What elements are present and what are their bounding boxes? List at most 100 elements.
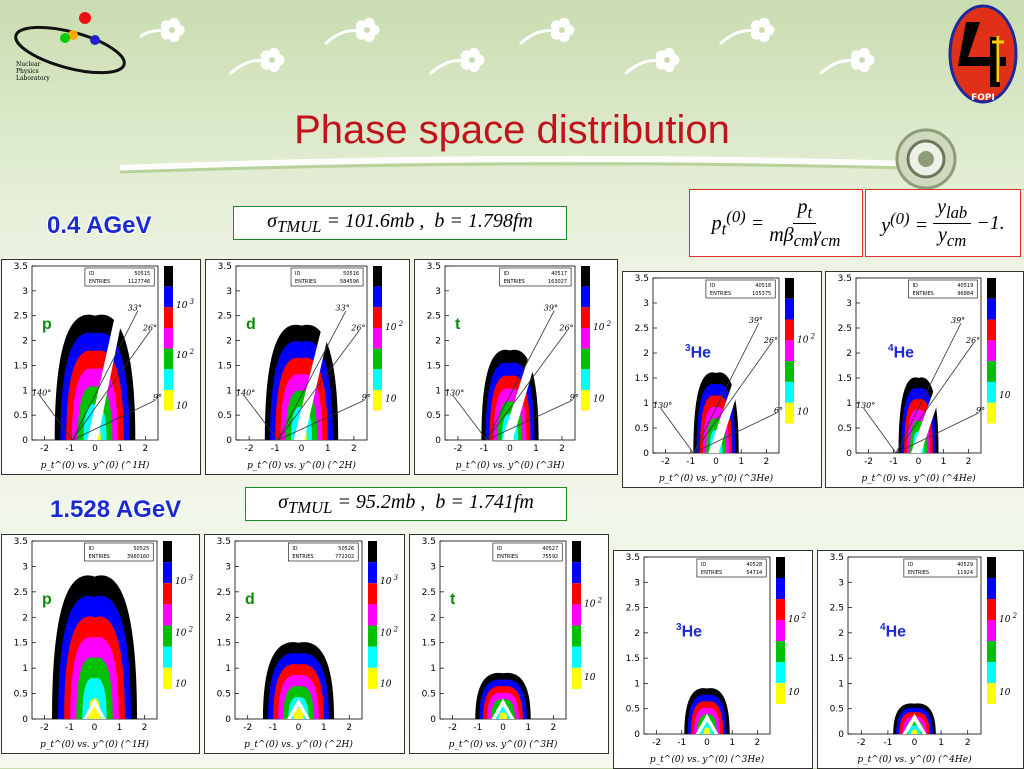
color-scale-step — [785, 298, 794, 320]
angle-label: 39° — [951, 316, 965, 325]
color-scale-label: 10 — [999, 688, 1011, 698]
x-tick-label: -2 — [40, 723, 49, 733]
particle-label: d — [245, 591, 255, 608]
fopi-logo: FOPI — [948, 4, 1018, 104]
color-scale-step — [368, 688, 377, 711]
phase-space-plot-t-low: 0 0.5 1 1.5 2 2.5 3 3.5 -2 -1 0 1 2 p_t^(0) vs. y^(0)… — [414, 259, 618, 475]
color-scale-step — [785, 402, 794, 424]
color-scale-step — [776, 599, 785, 621]
color-scale-step — [572, 541, 581, 563]
color-scale-step — [164, 369, 173, 390]
svg-text:Physics: Physics — [16, 68, 39, 75]
angle-label: 130° — [445, 388, 464, 397]
stats-id-label: ID — [292, 546, 297, 552]
x-tick-label: 1 — [941, 457, 947, 467]
particle-label: 4He — [880, 622, 907, 641]
color-scale-step — [164, 348, 173, 370]
color-scale-step — [581, 286, 590, 308]
angle-label: 39° — [544, 304, 558, 313]
x-tick-label: 0 — [912, 738, 918, 748]
phase-space-plot-4he-high: 0 0.5 1 1.5 2 2.5 3 3.5 -2 -1 0 1 2 p_t^(0) vs. y^(0)… — [817, 550, 1024, 769]
color-scale-label: 10 — [788, 688, 800, 698]
color-scale-step — [163, 541, 172, 563]
y-tick-label: 1.5 — [838, 374, 852, 384]
y-tick-label: 2 — [226, 337, 232, 347]
y-tick-label: 1 — [22, 386, 28, 396]
y-tick-label: 2 — [846, 349, 852, 359]
x-tick-label: 0 — [500, 723, 506, 733]
stats-id-label: ID — [908, 562, 913, 568]
phase-space-plot-d-low: 0 0.5 1 1.5 2 2.5 3 3.5 -2 -1 0 1 2 p_t^(0) vs. y^(0)… — [205, 259, 410, 475]
flower-icon — [818, 47, 875, 76]
y-tick-label: 1.5 — [427, 361, 441, 371]
particle-label: d — [246, 316, 256, 333]
x-axis-label: p_t^(0) vs. y^(0) (^2H) — [247, 460, 356, 471]
x-axis-label: p_t^(0) vs. y^(0) (^3H) — [449, 739, 558, 750]
color-scale-step — [164, 307, 173, 328]
angle-label: 130° — [856, 401, 875, 410]
y-tick-label: 1 — [225, 664, 231, 674]
y-tick-label: 3 — [226, 287, 232, 297]
flower-icon — [518, 17, 575, 46]
color-scale-step — [987, 641, 996, 663]
x-tick-label: 0 — [916, 457, 922, 467]
y-tick-label: 3.5 — [14, 537, 28, 547]
stats-entries-value: 75592 — [542, 554, 558, 560]
y-tick-label: 3.5 — [830, 553, 844, 563]
y-tick-label: 2.5 — [830, 604, 844, 614]
y-tick-label: 2.5 — [626, 604, 640, 614]
color-scale-step — [581, 389, 590, 411]
phase-space-plot-3he-low: 0 0.5 1 1.5 2 2.5 3 3.5 -2 -1 0 1 2 p_t^(0) vs. y^(0)… — [622, 271, 822, 488]
x-tick-label: 0 — [296, 723, 302, 733]
x-tick-label: 1 — [117, 723, 123, 733]
y-tick-label: 1 — [838, 679, 844, 689]
stats-id-label: ID — [701, 562, 706, 568]
x-tick-label: 0 — [507, 444, 513, 454]
color-scale-step — [163, 562, 172, 584]
color-scale-label: 10 2 — [175, 625, 194, 638]
color-scale-step — [987, 578, 996, 600]
stats-entries-value: 96884 — [957, 291, 973, 297]
y-tick-label: 0.5 — [14, 411, 28, 421]
color-scale-step — [785, 381, 794, 403]
density-contour — [88, 698, 101, 719]
angle-label: 9° — [976, 406, 985, 415]
stats-id-label: ID — [710, 283, 715, 289]
stats-id-value: 40518 — [755, 283, 771, 289]
y-tick-label: 1 — [643, 399, 649, 409]
stats-box — [84, 267, 155, 287]
y-tick-label: 2.5 — [14, 588, 28, 598]
stats-box — [705, 279, 776, 299]
y-tick-label: 1.5 — [14, 639, 28, 649]
y-tick-label: 0 — [225, 715, 231, 725]
color-scale-step — [987, 402, 996, 424]
stats-id-value: 40527 — [542, 546, 558, 552]
x-tick-label: 0 — [92, 723, 98, 733]
y-tick-label: 0 — [430, 715, 436, 725]
color-scale-label: 10 3 — [176, 298, 195, 311]
y-tick-label: 1 — [634, 679, 640, 689]
stats-entries-label: ENTRIES — [913, 291, 934, 297]
y-tick-label: 2 — [430, 613, 436, 623]
y-tick-label: 3 — [225, 562, 231, 572]
angle-label: 140° — [236, 388, 255, 397]
x-tick-label: -2 — [857, 738, 866, 748]
y-tick-label: 3.5 — [626, 553, 640, 563]
color-scale-step — [785, 423, 794, 445]
angle-label: 9° — [362, 393, 371, 402]
x-tick-label: 2 — [559, 444, 565, 454]
stats-id-value: 50526 — [338, 546, 354, 552]
color-scale-step — [581, 369, 590, 390]
y-tick-label: 0.5 — [838, 424, 852, 434]
y-tick-label: 1.5 — [830, 654, 844, 664]
color-scale-label: 10 — [380, 680, 392, 690]
color-scale-label: 10 — [999, 391, 1011, 401]
energy-label-high: 1.528 AGeV — [50, 496, 182, 523]
x-axis-label: p_t^(0) vs. y^(0) (^1H) — [41, 460, 150, 471]
x-tick-label: 1 — [729, 738, 735, 748]
svg-text:Laboratory: Laboratory — [16, 75, 50, 82]
y-tick-label: 0 — [643, 449, 649, 459]
particle-label: 3He — [685, 343, 712, 362]
color-scale-step — [987, 683, 996, 705]
y-tick-label: 1 — [22, 664, 28, 674]
